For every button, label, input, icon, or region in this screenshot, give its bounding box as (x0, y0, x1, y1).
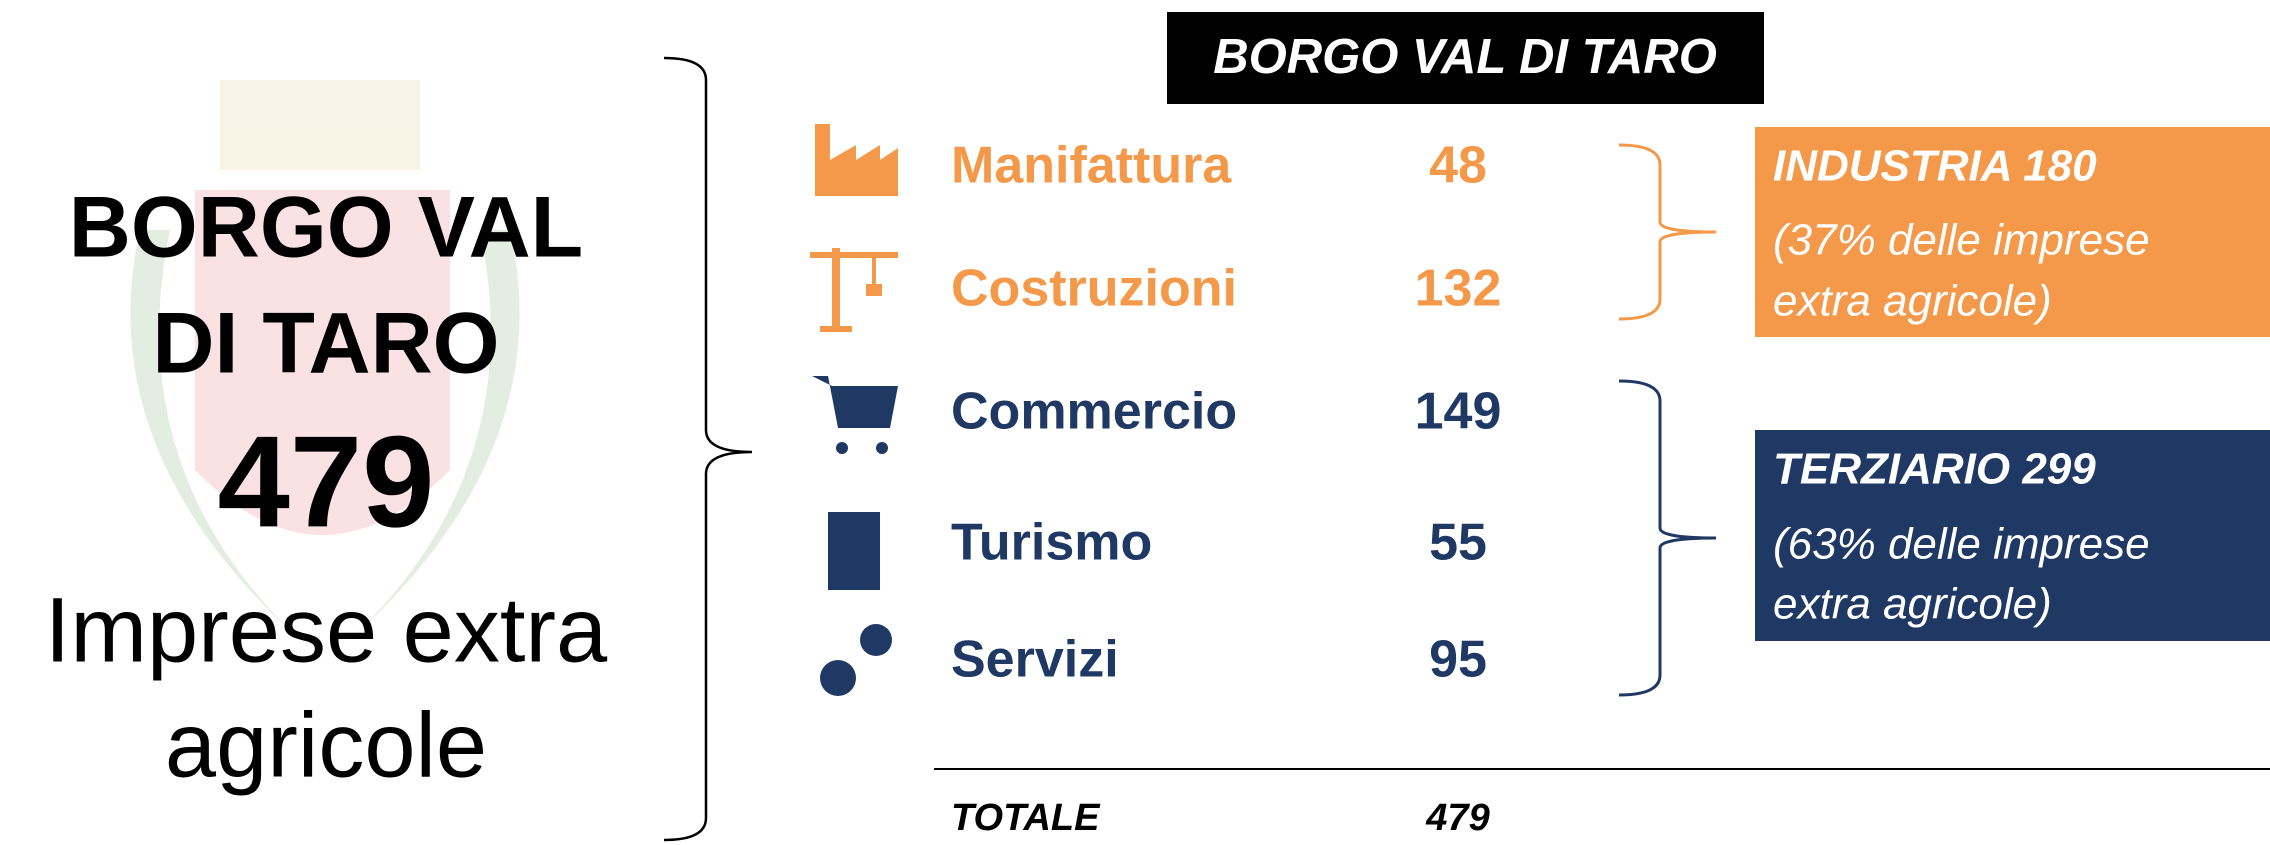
icon-building (828, 512, 880, 590)
row-name: Servizi (951, 631, 1119, 689)
group-note: extra agricole) (1773, 580, 2052, 629)
header-title: BORGO VAL DI TARO (1213, 30, 1717, 84)
emblem (130, 80, 520, 640)
row-name: Costruzioni (951, 260, 1237, 318)
icon-crane (810, 248, 898, 332)
icon-gears (820, 624, 892, 696)
group-note: (63% delle imprese (1773, 520, 2150, 569)
summary-line: BORGO VAL (69, 180, 583, 276)
total-label: TOTALE (951, 797, 1101, 839)
icon-factory (815, 124, 898, 196)
summary-line: DI TARO (152, 296, 499, 392)
row-value: 95 (1429, 631, 1487, 689)
icon-cart (812, 376, 898, 454)
group-note: (37% delle imprese (1773, 216, 2150, 265)
row-value: 132 (1415, 260, 1502, 318)
row-name: Turismo (951, 514, 1152, 572)
group-brace (1618, 379, 1717, 697)
group-note: extra agricole) (1773, 277, 2052, 326)
group-brace (1618, 143, 1717, 321)
summary-caption: agricole (165, 694, 487, 796)
total-value: 479 (1425, 797, 1489, 839)
group-title: INDUSTRIA 180 (1773, 142, 2097, 191)
summary-caption: Imprese extra (45, 579, 608, 681)
row-value: 149 (1415, 383, 1502, 441)
row-value: 55 (1429, 514, 1487, 572)
group-box (1755, 430, 2270, 641)
group-box (1755, 127, 2270, 337)
row-value: 48 (1429, 137, 1487, 195)
group-title: TERZIARIO 299 (1773, 445, 2096, 494)
header-box (1167, 12, 1764, 104)
row-name: Commercio (951, 383, 1237, 441)
brace (663, 56, 753, 842)
summary-total: 479 (218, 408, 435, 554)
row-name: Manifattura (951, 137, 1232, 195)
